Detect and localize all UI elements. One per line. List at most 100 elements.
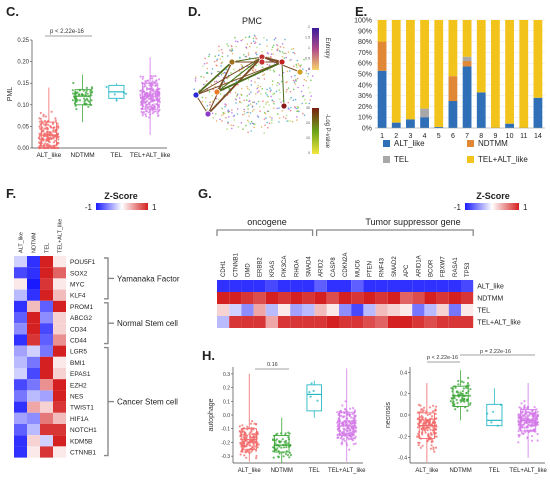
data-point [432,404,435,407]
entropy-tick: 1 [308,46,310,50]
heatmap-cell [400,316,413,328]
data-point [43,123,46,126]
data-point [433,450,436,453]
data-point [78,99,82,102]
y-tick-label: 100% [354,18,372,25]
heatmap-cell [448,304,461,316]
y-tick-label: 0.20 [17,60,29,66]
cell-point [260,93,262,95]
data-point [526,416,529,419]
data-point [466,409,469,412]
column-label: RNF43 [380,257,386,277]
cell-point [242,128,244,130]
data-point [148,84,151,87]
data-point [157,106,161,109]
data-point [424,420,427,423]
heatmap-cell [40,435,53,447]
cell-point [304,98,306,101]
cell-point [271,83,274,86]
cell-point [272,44,275,47]
x-tick-label: NDTMM [271,468,293,474]
heatmap-cell [14,323,27,335]
data-point [151,103,154,107]
data-point [337,419,340,422]
data-point [153,110,156,113]
data-point [421,410,424,413]
data-point [421,444,424,447]
cell-point [268,64,271,66]
x-tick-label: 1 [380,133,384,140]
cell-point [245,124,247,127]
cell-point [285,56,287,59]
cell-point [249,103,252,105]
data-point [41,122,44,125]
cell-point [245,36,247,39]
data-point [90,99,93,102]
cell-point [262,100,264,102]
data-point [52,141,56,144]
data-point [536,432,539,436]
cell-point [286,70,289,72]
cell-point [236,108,239,110]
bar-segment [377,41,387,71]
column-label: BCOR [429,259,435,277]
cell-point [235,95,238,98]
cell-point [273,102,275,105]
data-point [254,423,258,426]
data-point [54,146,57,150]
cell-point [290,58,292,61]
cell-point [290,76,293,78]
data-point [288,456,291,459]
cell-point [212,88,215,91]
data-point [155,98,158,102]
cell-point [273,38,276,41]
cell-point [293,52,296,54]
data-point [450,397,453,400]
row-label: PROM1 [70,304,94,311]
data-point [45,138,48,141]
panel-f-label: F. [6,186,17,201]
heatmap-cell [253,280,266,292]
cell-point [202,65,204,67]
column-label: CTNNB1 [233,252,239,277]
data-point [105,85,108,89]
data-point [244,436,247,440]
cell-point [227,55,229,57]
heatmap-cell [351,316,364,328]
cell-point [295,64,298,67]
heatmap-cell [278,316,291,328]
cell-point [256,91,259,93]
data-point [462,387,465,390]
x-tick-label: ALT_like [36,152,61,159]
data-point [243,445,246,448]
data-point [151,112,154,115]
heatmap-cell [229,304,242,316]
cell-point [273,70,276,73]
cell-point [287,51,290,53]
heatmap-cell [375,316,388,328]
heatmap-cell [290,304,303,316]
cell-point [278,74,281,76]
cell-point [301,102,303,105]
data-point [272,446,275,449]
cell-point [205,72,208,74]
cell-point [287,120,289,122]
row-label: LGR5 [70,349,87,356]
cell-point [215,113,217,115]
cell-point [269,56,272,58]
heatmap-cell [302,280,315,292]
heatmap-cell [253,304,266,316]
cell-point [220,65,222,67]
y-tick-label: -0.1 [221,427,230,433]
cell-point [272,53,274,55]
data-point [54,129,57,132]
cell-point [267,95,269,98]
cell-point [203,76,205,79]
cell-point [264,112,267,115]
cell-point [236,93,239,96]
heatmap-cell [326,304,339,316]
data-point [71,89,74,92]
heatmap-cell [253,316,266,328]
cell-point [270,53,273,55]
data-point [349,429,352,432]
